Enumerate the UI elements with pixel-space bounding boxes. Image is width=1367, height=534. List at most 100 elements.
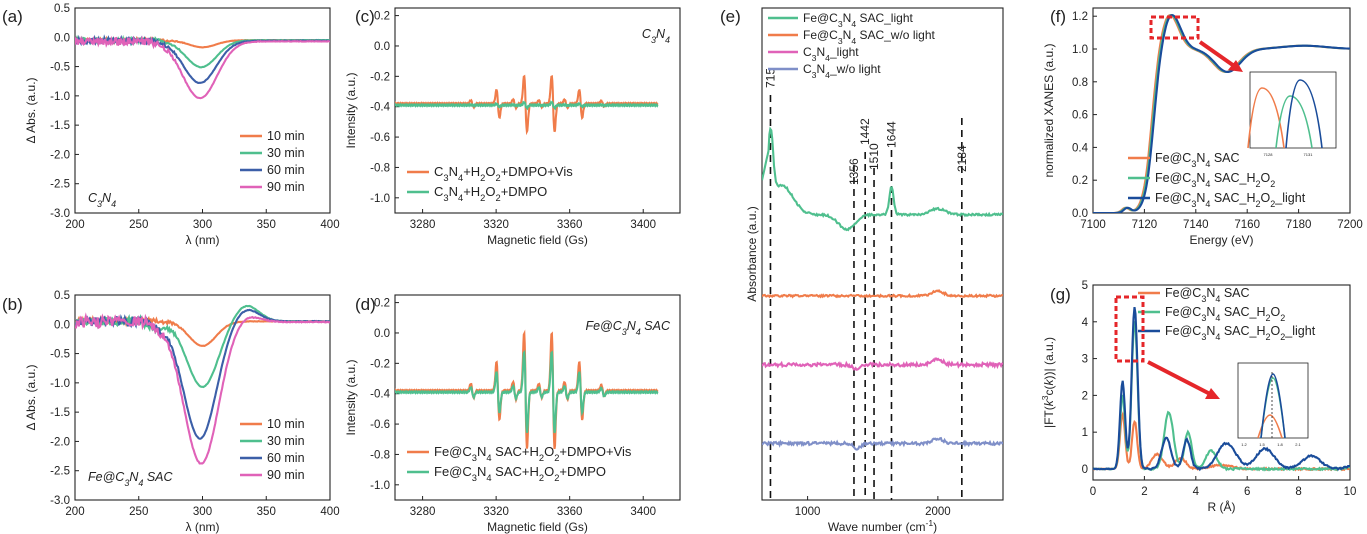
x-tick-label: 8 [1295,486,1301,498]
y-tick-label: 0.0 [374,328,390,340]
legend-label: Fe@C3N4 SAC_light [803,11,913,29]
y-axis-label: Intensity (a.u.) [344,359,358,435]
x-tick-label: 350 [257,219,276,231]
x-tick-label: 3360 [557,506,583,518]
x-tick-label: 3320 [483,219,509,231]
x-tick-label: 350 [257,506,276,518]
y-axis-label: |FT(k3c(k))| (a.u.) [1040,337,1056,428]
x-tick-label: 200 [65,506,84,518]
panel-label-c: (c) [355,7,375,26]
y-tick-label: 0.0 [54,32,70,44]
x-tick-label: 7180 [1286,219,1312,231]
x-tick-label: 2 [1141,486,1147,498]
x-axis-label: Energy (eV) [1189,233,1253,247]
x-tick-label: 7200 [1337,219,1363,231]
legend-label: 90 min [267,180,305,194]
x-tick-label: 250 [129,506,148,518]
chart-panel-f: (f) 7100 7120 7140 7160 7180 7200 0.0 0.2 0.4 0.6 0… [1042,7,1363,247]
legend-label: 10 min [267,417,305,431]
y-tick-label: -0.5 [50,62,70,74]
x-tick-label: 3360 [557,219,583,231]
inset-tick-label: 7131 [1304,152,1314,157]
panel-label-e: (e) [720,7,741,26]
legend-f: Fe@C3N4 SAC Fe@C3N4 SAC_H2O2 Fe@C3N4 SAC_H… [1128,151,1306,209]
x-tick-label: 3400 [630,219,656,231]
inset-curve [1260,373,1286,439]
chart-panel-d: (d) 3280 3320 3360 3400 0.2 0.0 -0.2 -0.4 -0.6 -0.… [344,294,681,534]
inset-tick-label: 1.2 [1241,442,1247,447]
legend-label: Fe@C3N4 SAC+H2O2+DMPO+Vis [434,444,632,463]
x-tick-label: 300 [193,506,212,518]
y-tick-label: -0.4 [370,389,390,401]
y-tick-label: 0 [1082,464,1088,476]
x-tick-label: 3280 [410,506,436,518]
peak-label: 715 [763,68,777,88]
y-tick-label: 0.2 [374,11,390,23]
y-tick-label: -1.5 [50,120,70,132]
legend-label: C3N4_light [803,45,859,63]
inset-tick-label: 1.5 [1259,442,1265,447]
y-tick-label: 1.0 [1072,44,1088,56]
y-tick-label: -1.0 [50,378,70,390]
y-tick-label: -3.0 [50,495,70,507]
legend-label: Fe@C3N4 SAC_H2O2_light [1165,324,1316,342]
y-tick-label: 1 [1082,427,1088,439]
legend-label: C3N4+H2O2+DMPO+Vis [434,164,573,183]
x-tick-label: 3400 [630,506,656,518]
arrow-head-icon [1228,60,1243,72]
chart-panel-a: (a) 200 250 300 350 400 0.5 0.0 -0.5 -1.0 -1.5 -2.0… [2,3,340,247]
x-tick-label: 1000 [795,506,821,518]
y-tick-label: -0.4 [370,102,390,114]
x-axis-label: Magnetic field (Gs) [487,520,588,534]
x-tick-label: 400 [320,506,339,518]
y-tick-label: -1.0 [370,193,390,205]
y-axis-label: normalized XANES (a.u.) [1042,43,1056,177]
pointer-arrow [1198,40,1239,70]
series-line-1 [762,288,1003,299]
y-tick-label: 4 [1082,317,1089,329]
x-axis-label: Wave number (cm-1) [828,518,937,534]
y-axis-label: Absorbance (a.u.) [745,206,759,301]
x-tick-label: 7100 [1080,219,1106,231]
y-tick-label: 0.0 [374,41,390,53]
x-axis-label: λ (nm) [186,520,220,534]
y-tick-label: -2.5 [50,466,70,478]
y-tick-label: -0.6 [370,419,390,431]
x-tick-label: 250 [129,219,148,231]
inset-tick-label: 2.1 [1295,442,1301,447]
series-line-1 [395,349,659,434]
inset-plot: 7128 7131 [1247,71,1337,157]
x-axis-label: Magnetic field (Gs) [487,233,588,247]
y-tick-label: 0.8 [1072,77,1088,89]
panel-label-g: (g) [1050,285,1071,304]
inset-plot: 1.2 1.5 1.8 2.1 [1237,362,1309,447]
x-tick-label: 4 [1193,486,1200,498]
highlight-box [1149,15,1200,40]
peak-label: 1644 [884,121,898,148]
y-tick-label: -0.2 [370,358,390,370]
x-tick-label: 7140 [1183,219,1209,231]
y-tick-label: -0.5 [50,349,70,361]
y-tick-label: -1.0 [50,91,70,103]
panel-label-a: (a) [2,7,23,26]
legend-label: 60 min [267,451,305,465]
y-tick-label: 1.2 [1072,11,1088,23]
x-tick-label: 3280 [410,219,436,231]
y-tick-label: 3 [1082,354,1088,366]
y-tick-label: 0.4 [1072,142,1089,154]
peak-label: 2184 [955,145,969,172]
panel-label-f: (f) [1050,7,1066,26]
legend-label: Fe@C3N4 SAC_H2O2_light [1155,191,1306,209]
x-tick-label: 300 [193,219,212,231]
axes-frame-c [394,7,681,214]
y-tick-label: 0.2 [1072,175,1088,187]
legend-b: 10 min 30 min 60 min 90 min [240,417,305,482]
peak-label: 1510 [867,143,881,170]
x-tick-label: 7160 [1234,219,1260,231]
y-tick-label: 0.2 [374,298,390,310]
x-tick-label: 7120 [1132,219,1158,231]
